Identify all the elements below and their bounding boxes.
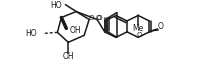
Text: HO: HO — [51, 1, 62, 10]
Text: O: O — [96, 15, 102, 20]
Text: O: O — [95, 15, 101, 21]
Text: OH: OH — [69, 26, 81, 35]
Text: O: O — [88, 15, 94, 20]
Text: O: O — [157, 22, 163, 31]
Text: OH: OH — [62, 52, 74, 61]
Text: Me: Me — [132, 24, 144, 33]
Text: HO: HO — [25, 29, 37, 38]
Text: O: O — [136, 32, 142, 38]
